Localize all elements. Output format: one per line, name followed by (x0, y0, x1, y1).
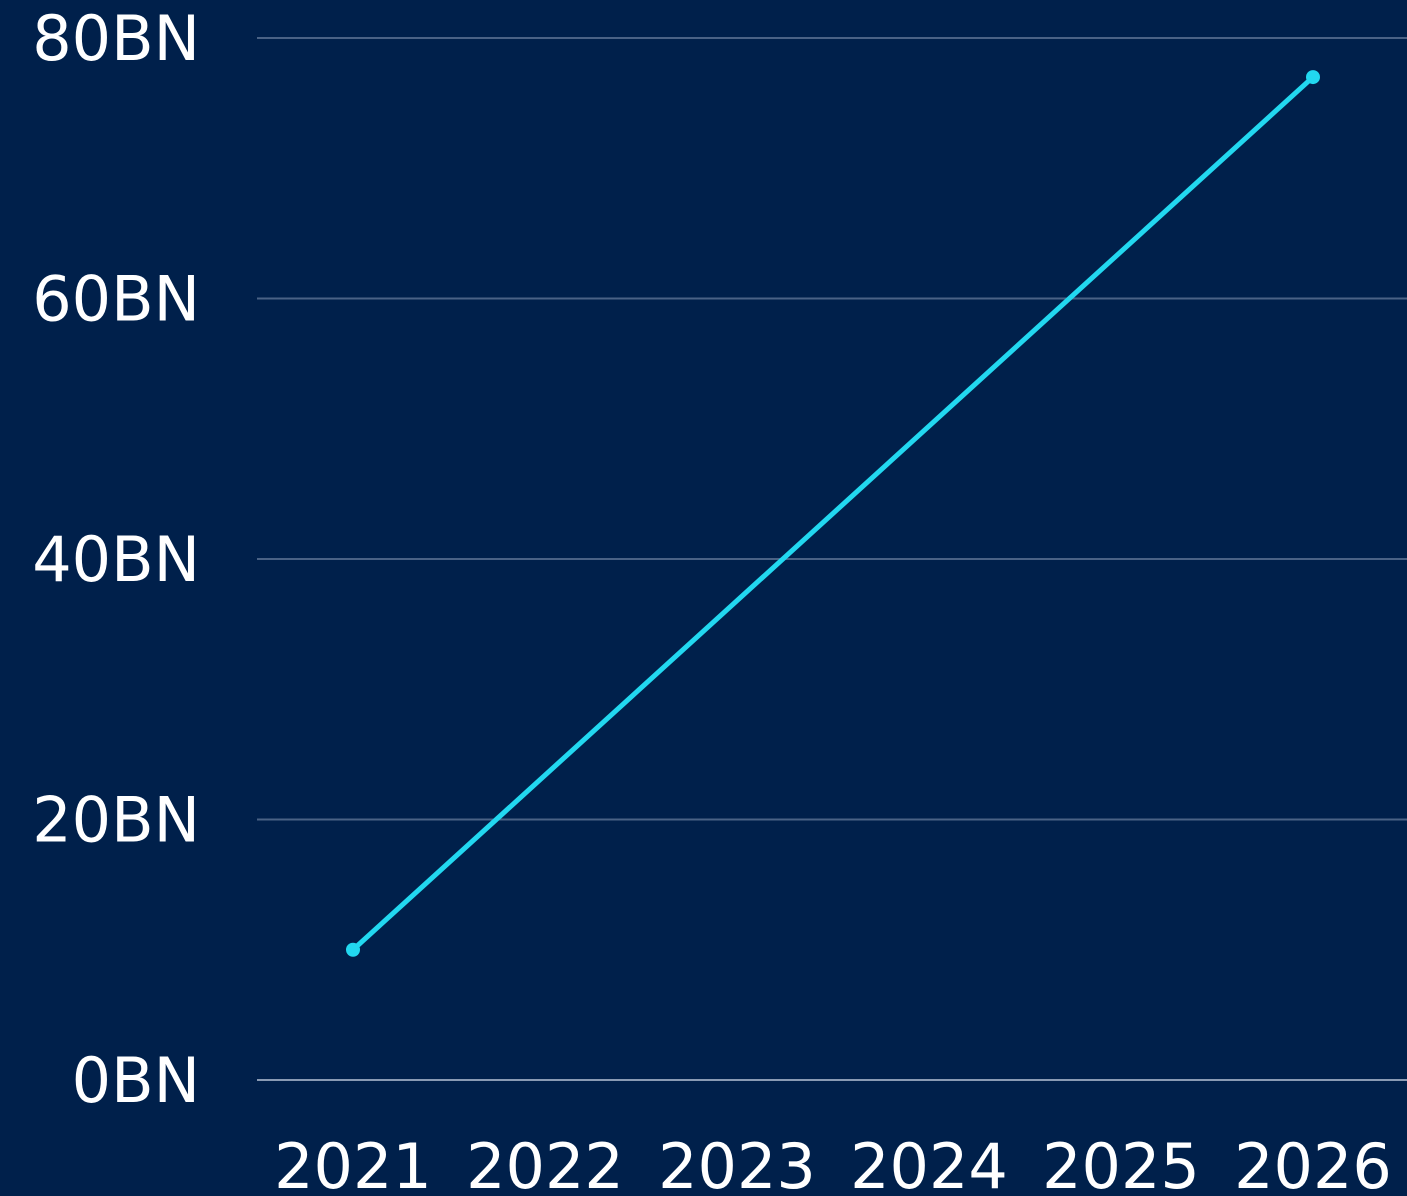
data-point (346, 942, 360, 957)
x-tick-label: 2021 (274, 1130, 432, 1196)
x-tick-label: 2025 (1042, 1130, 1200, 1196)
y-tick-label: 80BN (32, 2, 200, 75)
x-axis: 2021 2022 2023 2024 2025 2026 (274, 1130, 1392, 1196)
y-axis: 0BN 20BN 40BN 60BN 80BN (32, 2, 200, 1117)
x-tick-label: 2024 (850, 1130, 1008, 1196)
x-tick-label: 2026 (1234, 1130, 1392, 1196)
data-point (1306, 70, 1320, 85)
y-tick-label: 60BN (32, 263, 200, 336)
series-line (350, 74, 1316, 953)
y-tick-label: 20BN (32, 784, 200, 857)
x-tick-label: 2023 (658, 1130, 816, 1196)
y-tick-label: 40BN (32, 523, 200, 596)
x-tick-label: 2022 (466, 1130, 624, 1196)
gridlines (257, 37, 1407, 1081)
series-layer (346, 70, 1320, 957)
y-tick-label: 0BN (72, 1044, 200, 1117)
